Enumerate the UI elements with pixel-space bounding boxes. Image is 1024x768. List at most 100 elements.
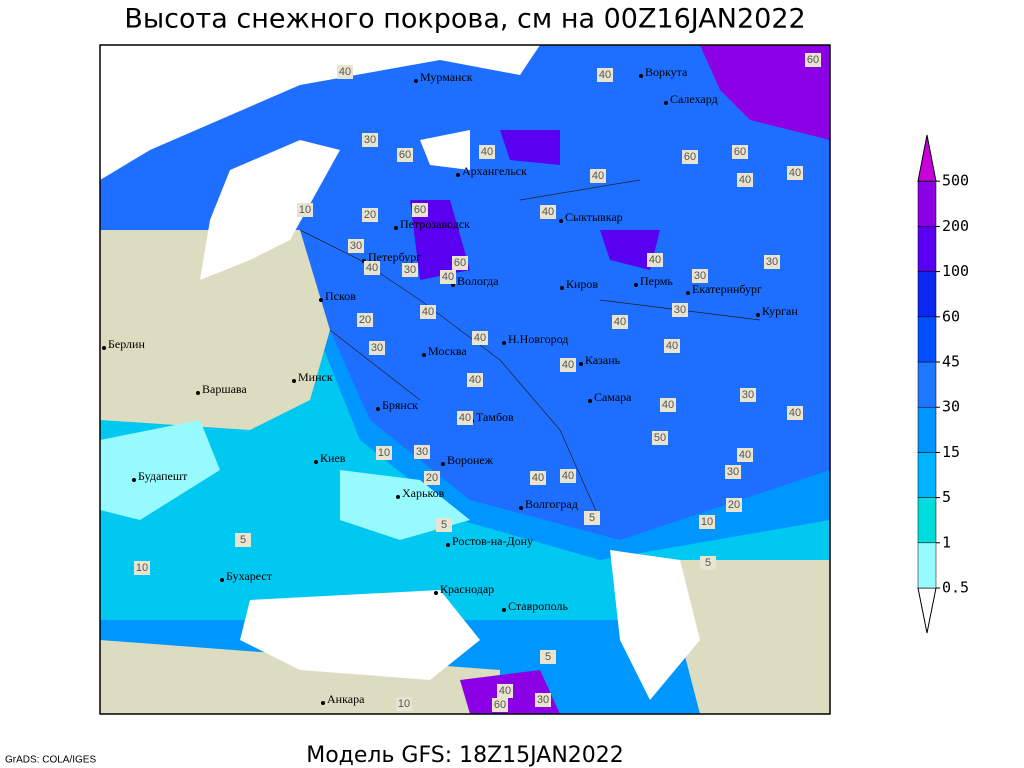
- contour-label-bg: [612, 315, 628, 329]
- contour-label-bg: [348, 239, 364, 253]
- city-dot: [394, 226, 398, 230]
- colorbar-segment: [917, 316, 937, 363]
- contour-label: 30: [742, 389, 754, 401]
- contour-label-bg: [764, 255, 780, 269]
- contour-label-bg: [737, 173, 753, 187]
- colorbar-label: 60: [942, 307, 960, 325]
- city-dot: [639, 74, 643, 78]
- colorbar-label: 45: [942, 353, 960, 371]
- city-dot: [756, 313, 760, 317]
- colorbar-segment: [917, 180, 937, 227]
- city-dot: [519, 506, 523, 510]
- city-label: Н.Новгород: [508, 332, 568, 346]
- city-dot: [220, 578, 224, 582]
- city-dot: [396, 495, 400, 499]
- city-label: Брянск: [382, 398, 418, 412]
- city-label: Вологда: [457, 274, 499, 288]
- contour-label-bg: [440, 270, 456, 284]
- city-dot: [560, 286, 564, 290]
- city-dot: [196, 391, 200, 395]
- contour-label-bg: [492, 698, 508, 712]
- city-label: Архангельск: [462, 164, 527, 178]
- city-dot: [446, 543, 450, 547]
- contour-label-bg: [732, 145, 748, 159]
- colorbar-label: 5: [942, 488, 951, 506]
- colorbar-segment: [917, 361, 937, 408]
- title: Высота снежного покрова, см на 00Z16JAN2…: [124, 4, 805, 35]
- contour-label: 40: [789, 167, 801, 179]
- city-dot: [292, 379, 296, 383]
- colorbar-segment: [917, 452, 937, 498]
- city-dot: [502, 341, 506, 345]
- contour-label-bg: [699, 515, 715, 529]
- contour-label: 30: [727, 466, 739, 478]
- city-dot: [132, 478, 136, 482]
- contour-label: 50: [654, 432, 666, 444]
- city-label: Волгоград: [525, 497, 578, 511]
- contour-label: 5: [545, 651, 551, 663]
- contour-label-bg: [472, 331, 488, 345]
- city-label: Екатеринбург: [692, 282, 762, 296]
- city-dot: [502, 608, 506, 612]
- contour-label-bg: [414, 445, 430, 459]
- colorbar-segment: [917, 226, 937, 272]
- city-label: Минск: [298, 370, 333, 384]
- contour-label-bg: [647, 253, 663, 267]
- contour-label: 40: [592, 170, 604, 182]
- contour-label: 40: [481, 146, 493, 158]
- city-dot: [456, 173, 460, 177]
- contour-label: 10: [398, 698, 410, 710]
- contour-label-bg: [535, 693, 551, 707]
- contour-label-bg: [452, 256, 468, 270]
- contour-label-bg: [297, 203, 313, 217]
- contour-label-bg: [397, 148, 413, 162]
- colorbar-segment: [917, 542, 937, 589]
- contour-label-bg: [700, 556, 716, 570]
- city-label: Ставрополь: [508, 599, 568, 613]
- contour-label: 60: [454, 257, 466, 269]
- contour-label: 60: [399, 149, 411, 161]
- city-dot: [686, 291, 690, 295]
- colorbar-label: 0.5: [942, 579, 969, 597]
- colorbar-label: 100: [942, 262, 969, 280]
- city-label: Тамбов: [476, 410, 514, 424]
- contour-label-bg: [376, 446, 392, 460]
- city-dot: [314, 460, 318, 464]
- city-dot: [634, 283, 638, 287]
- contour-label-bg: [725, 465, 741, 479]
- contour-label-bg: [660, 398, 676, 412]
- contour-label: 40: [789, 407, 801, 419]
- contour-label: 40: [532, 472, 544, 484]
- contour-label-bg: [540, 650, 556, 664]
- contour-label: 20: [426, 472, 438, 484]
- contour-label-bg: [412, 203, 428, 217]
- colorbar-end: [917, 587, 937, 634]
- contour-label-bg: [530, 471, 546, 485]
- city-label: Самара: [594, 390, 632, 404]
- contour-label-bg: [457, 411, 473, 425]
- contour-label-bg: [664, 339, 680, 353]
- contour-label: 30: [404, 264, 416, 276]
- colorbar-label: 15: [942, 443, 960, 461]
- contour-label-bg: [584, 511, 600, 525]
- contour-label: 40: [562, 470, 574, 482]
- contour-label-bg: [726, 498, 742, 512]
- contour-label-bg: [402, 263, 418, 277]
- contour-label-bg: [497, 684, 513, 698]
- contour-label: 30: [766, 256, 778, 268]
- contour-label: 20: [728, 499, 740, 511]
- contour-label-bg: [337, 65, 353, 79]
- city-label: Бухарест: [226, 569, 273, 583]
- contour-label: 40: [474, 332, 486, 344]
- city-label: Псков: [325, 289, 356, 303]
- contour-label: 40: [366, 262, 378, 274]
- colorbar-label: 500: [942, 172, 969, 190]
- contour-label-bg: [597, 68, 613, 82]
- contour-label-bg: [364, 261, 380, 275]
- contour-label-bg: [396, 697, 412, 711]
- contour-label-bg: [652, 431, 668, 445]
- contour-label-bg: [436, 518, 452, 532]
